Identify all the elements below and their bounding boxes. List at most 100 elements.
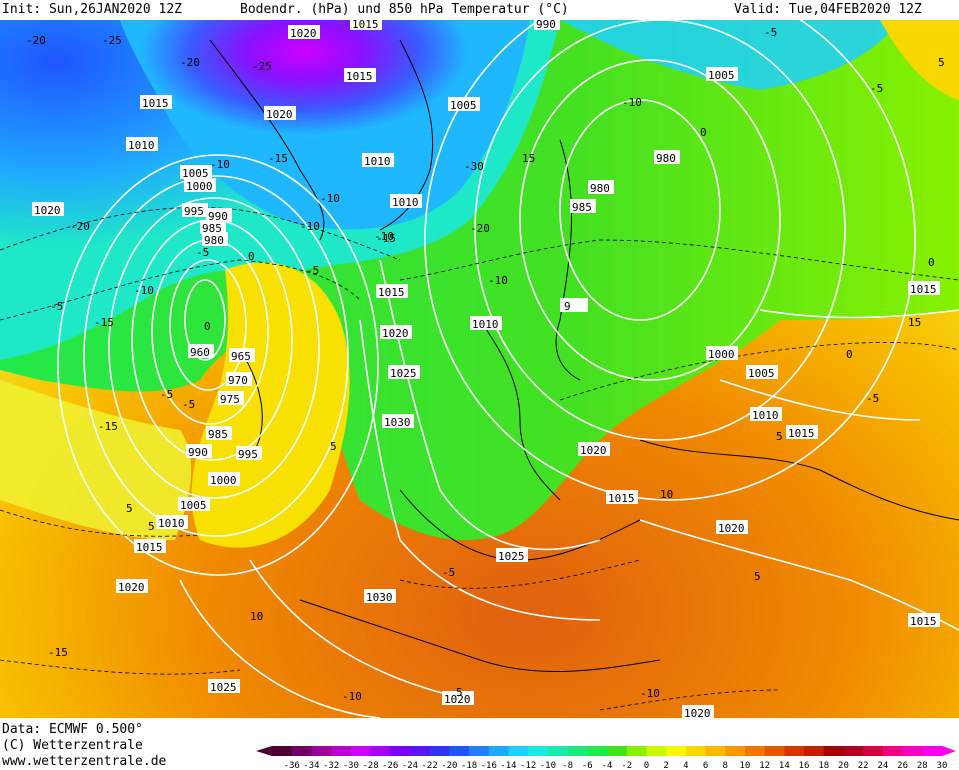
legend-tick-label: -10 bbox=[540, 761, 556, 770]
svg-text:1030: 1030 bbox=[384, 416, 411, 429]
isotherm-label: -5 bbox=[160, 388, 173, 401]
pressure-label: 1020 bbox=[578, 442, 610, 457]
footer: Data: ECMWF 0.500° (C) Wetterzentrale ww… bbox=[0, 718, 959, 770]
svg-text:1025: 1025 bbox=[498, 550, 525, 563]
legend-swatch bbox=[331, 746, 352, 756]
isotherm-label: -5 bbox=[870, 82, 883, 95]
legend-swatch bbox=[607, 746, 628, 756]
legend-tick-label: 12 bbox=[759, 761, 770, 770]
valid-time: Valid: Tue,04FEB2020 12Z bbox=[734, 2, 922, 17]
pressure-label: 1000 bbox=[184, 178, 216, 193]
legend-tick-label: -34 bbox=[303, 761, 319, 770]
pressure-label: 1025 bbox=[208, 679, 240, 694]
pressure-labels: 1015 1020 1015 1020 1015 1010 1005 1000 … bbox=[32, 20, 940, 718]
isotherm-label: -5 bbox=[50, 300, 63, 313]
svg-text:1015: 1015 bbox=[142, 97, 169, 110]
pressure-label: 1015 bbox=[140, 95, 172, 110]
svg-text:9: 9 bbox=[564, 300, 571, 313]
pressure-label: 1020 bbox=[716, 520, 748, 535]
isotherm-label: -5 bbox=[764, 26, 777, 39]
svg-text:995: 995 bbox=[184, 205, 204, 218]
pressure-label: 990 bbox=[534, 20, 560, 31]
isotherm-label: 0 bbox=[204, 320, 211, 333]
pressure-label: 1015 bbox=[350, 20, 382, 31]
warm-belt-west bbox=[0, 380, 192, 540]
svg-text:1030: 1030 bbox=[366, 591, 393, 604]
svg-text:985: 985 bbox=[208, 428, 228, 441]
legend-tick-label: -16 bbox=[481, 761, 497, 770]
isotherm-label: 10 bbox=[660, 488, 673, 501]
isotherm-label: -10 bbox=[300, 220, 320, 233]
legend-tick-label: 20 bbox=[838, 761, 849, 770]
isotherm-label: -20 bbox=[26, 34, 46, 47]
pressure-label: 1010 bbox=[470, 316, 502, 331]
legend-swatch bbox=[882, 746, 904, 756]
isotherm-label: -20 bbox=[470, 222, 490, 235]
pressure-label: 970 bbox=[226, 372, 252, 387]
coastlines bbox=[209, 39, 959, 673]
isotherm-label: 5 bbox=[330, 440, 337, 453]
isotherm-label: -5 bbox=[182, 398, 195, 411]
isotherm-label: 5 bbox=[776, 430, 783, 443]
legend-swatch bbox=[409, 746, 431, 756]
legend-tick-label: 4 bbox=[683, 761, 688, 770]
svg-text:1015: 1015 bbox=[608, 492, 635, 505]
pressure-label: 965 bbox=[229, 348, 255, 363]
pressure-label: 1005 bbox=[178, 497, 210, 512]
svg-text:1020: 1020 bbox=[290, 27, 317, 40]
legend-tick-label: 6 bbox=[703, 761, 708, 770]
svg-text:1020: 1020 bbox=[266, 108, 293, 121]
isotherm-label: -10 bbox=[488, 274, 508, 287]
isotherm-label: 0 bbox=[700, 126, 707, 139]
legend-swatch bbox=[902, 746, 923, 756]
svg-text:1020: 1020 bbox=[684, 707, 711, 718]
pressure-label: 1005 bbox=[448, 97, 480, 112]
svg-text:1015: 1015 bbox=[788, 427, 815, 440]
svg-text:990: 990 bbox=[208, 210, 228, 223]
pressure-label: 1005 bbox=[706, 67, 738, 82]
pressure-label: 1025 bbox=[388, 365, 420, 380]
init-time: Init: Sun,26JAN2020 12Z bbox=[2, 2, 183, 17]
svg-text:1000: 1000 bbox=[210, 474, 237, 487]
pressure-label: 1010 bbox=[390, 194, 422, 209]
legend-arrow-left bbox=[256, 746, 272, 756]
pressure-label: 1015 bbox=[606, 490, 638, 505]
svg-text:1005: 1005 bbox=[180, 499, 207, 512]
isobars bbox=[57, 20, 959, 718]
isotherm-label: -5 bbox=[306, 264, 319, 277]
legend-swatch bbox=[666, 746, 687, 756]
isotherm-label: -15 bbox=[48, 646, 68, 659]
pressure-label: 995 bbox=[236, 446, 262, 461]
legend-tick-label: 18 bbox=[818, 761, 829, 770]
legend-swatch bbox=[350, 746, 372, 756]
pressure-label: 990 bbox=[186, 444, 212, 459]
pressure-label: 1020 bbox=[380, 325, 412, 340]
pressure-label: 960 bbox=[188, 344, 214, 359]
legend-swatch bbox=[863, 746, 884, 756]
isotherm-label: 0 bbox=[846, 348, 853, 361]
pressure-label: 1015 bbox=[134, 539, 166, 554]
pressure-label: 980 bbox=[588, 180, 614, 195]
svg-text:980: 980 bbox=[656, 152, 676, 165]
svg-text:980: 980 bbox=[590, 182, 610, 195]
isotherm-label: -20 bbox=[70, 220, 90, 233]
isotherm-label: -10 bbox=[342, 690, 362, 703]
legend-swatch bbox=[272, 746, 293, 756]
pressure-label: 995 bbox=[182, 203, 208, 218]
legend-tick-label: -2 bbox=[621, 761, 632, 770]
isotherm-label: -10 bbox=[320, 192, 340, 205]
legend-tick-label: -12 bbox=[520, 761, 536, 770]
pressure-label: 1015 bbox=[908, 613, 940, 628]
pressure-label: 1020 bbox=[32, 202, 64, 217]
isotherm-label: 15 bbox=[908, 316, 921, 329]
svg-text:1015: 1015 bbox=[378, 286, 405, 299]
pressure-label: 1020 bbox=[116, 579, 148, 594]
svg-text:1010: 1010 bbox=[392, 196, 419, 209]
legend-tick-label: -22 bbox=[422, 761, 438, 770]
svg-text:1020: 1020 bbox=[34, 204, 61, 217]
header-bar: Init: Sun,26JAN2020 12Z Bodendr. (hPa) u… bbox=[0, 0, 959, 20]
svg-text:1020: 1020 bbox=[718, 522, 745, 535]
isotherm-label: -5 bbox=[442, 566, 455, 579]
legend-swatch bbox=[429, 746, 450, 756]
pressure-label: 1025 bbox=[496, 548, 528, 563]
